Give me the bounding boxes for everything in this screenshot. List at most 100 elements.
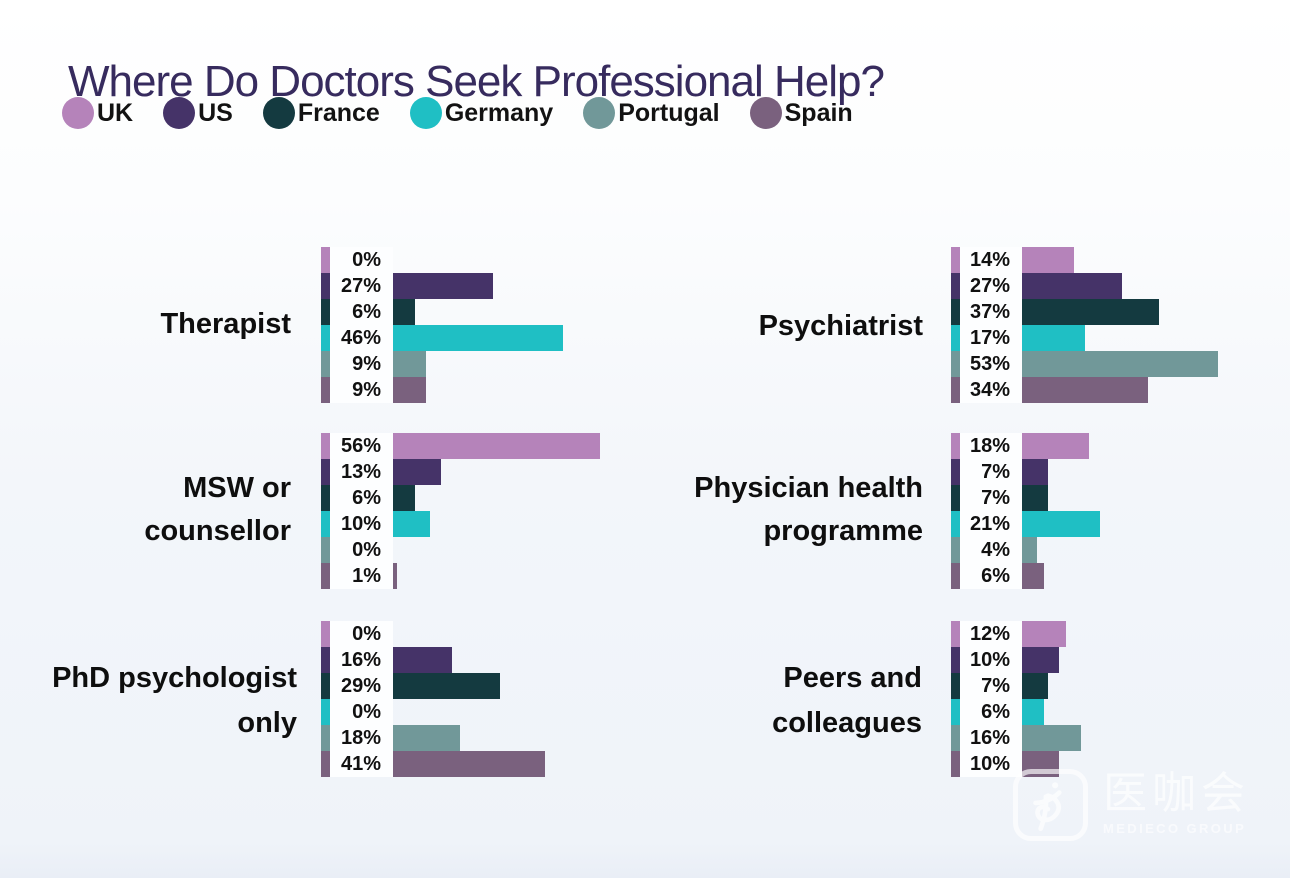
bar-group-physician-health-programme: 18% 7% 7% 21% 4% 6% <box>951 433 1100 589</box>
strip-segment-portugal <box>321 351 330 377</box>
bar-germany <box>393 325 564 351</box>
value-label-us: 27% <box>969 275 1010 297</box>
value-label-germany: 6% <box>981 701 1010 723</box>
bar-group-psychiatrist: 14% 27% 37% 17% 53% 34% <box>951 247 1219 403</box>
value-label-portugal: 9% <box>352 353 381 375</box>
strip-segment-france <box>321 485 330 511</box>
bar-portugal <box>1022 537 1037 563</box>
bar-row-us <box>393 647 545 673</box>
bar-us <box>393 459 442 485</box>
bar-row-spain <box>393 751 545 777</box>
bar-row-france <box>1022 673 1081 699</box>
strip-segment-us <box>321 647 330 673</box>
value-label-france: 7% <box>981 487 1010 509</box>
bar-row-spain <box>393 563 600 589</box>
bar-row-uk <box>393 433 601 459</box>
value-label-portugal: 18% <box>340 727 381 749</box>
bar-group-therapist: 0% 27% 6% 46% 9% 9% <box>321 247 564 403</box>
bar-row-portugal <box>1022 537 1100 563</box>
bar-row-spain <box>1022 377 1218 403</box>
bar-row-germany <box>393 511 600 537</box>
strip-segment-portugal <box>321 537 330 563</box>
bar-row-us <box>1022 273 1218 299</box>
value-label-column: 18% 7% 7% 21% 4% 6% <box>960 433 1022 589</box>
bar-row-us <box>393 273 563 299</box>
group-title-therapist: Therapist <box>160 303 291 346</box>
bar-france <box>1022 299 1159 325</box>
bar-group-peers-and-colleagues: 12% 10% 7% 6% 16% 10% <box>951 621 1082 777</box>
value-label-spain: 34% <box>969 379 1010 401</box>
watermark: 医咖会 MEDIECO GROUP <box>1013 769 1250 841</box>
value-label-column: 0% 16% 29% 0% 18% 41% <box>330 621 393 777</box>
bar-row-uk <box>393 621 545 647</box>
bar-spain <box>393 563 397 589</box>
bar-portugal <box>1022 725 1082 751</box>
legend-item-france: France <box>262 97 380 129</box>
value-label-us: 16% <box>340 649 381 671</box>
value-label-portugal: 0% <box>352 539 381 561</box>
value-label-column: 14% 27% 37% 17% 53% 34% <box>960 247 1022 403</box>
strip-segment-spain <box>321 377 330 403</box>
value-label-france: 7% <box>981 675 1010 697</box>
value-label-germany: 46% <box>340 327 381 349</box>
group-title-msw-or-counsellor: MSW or counsellor <box>144 467 291 553</box>
group-title-line: counsellor <box>144 515 291 547</box>
medieco-logo-icon <box>1013 769 1088 841</box>
bar-portugal <box>1022 351 1219 377</box>
strip-segment-uk <box>321 621 330 647</box>
legend-swatch-germany <box>409 97 442 129</box>
strip-segment-portugal <box>321 725 330 751</box>
bar-germany <box>1022 511 1100 537</box>
legend-label: Germany <box>444 98 554 127</box>
bar-row-germany <box>1022 699 1081 725</box>
bar-germany <box>1022 699 1045 725</box>
value-label-spain: 41% <box>340 753 381 775</box>
strip-segment-france <box>951 299 960 325</box>
strip-segment-us <box>951 647 960 673</box>
chart-title: Where Do Doctors Seek Professional Help? <box>68 57 885 107</box>
bar-row-uk <box>393 247 563 273</box>
strip-segment-uk <box>951 621 960 647</box>
value-label-spain: 6% <box>981 565 1010 587</box>
strip-segment-france <box>321 299 330 325</box>
bars-column <box>1022 621 1082 777</box>
group-title-line: Peers and <box>783 662 922 694</box>
value-label-germany: 21% <box>969 513 1010 535</box>
bar-row-france <box>1022 299 1218 325</box>
bar-row-france <box>1022 485 1100 511</box>
bar-uk <box>1022 433 1089 459</box>
bar-spain <box>1022 377 1148 403</box>
bar-row-germany <box>393 325 564 351</box>
strip-segment-spain <box>321 563 330 589</box>
group-title-phd-psychologist-only: PhD psychologist only <box>52 656 297 746</box>
value-label-spain: 9% <box>352 379 381 401</box>
value-label-uk: 14% <box>969 249 1010 271</box>
bar-group-phd-psychologist-only: 0% 16% 29% 0% 18% 41% <box>321 621 545 777</box>
bar-portugal <box>393 725 460 751</box>
group-title-peers-and-colleagues: Peers and colleagues <box>772 656 922 746</box>
group-title-line: Physician health <box>694 472 923 504</box>
value-label-column: 12% 10% 7% 6% 16% 10% <box>960 621 1022 777</box>
strip-segment-spain <box>951 377 960 403</box>
group-title-line: Therapist <box>160 308 291 340</box>
value-label-us: 7% <box>981 461 1010 483</box>
legend-item-uk: UK <box>62 97 133 129</box>
strip-segment-germany <box>321 511 330 537</box>
strip-segment-spain <box>951 563 960 589</box>
watermark-text-block: 医咖会 MEDIECO GROUP <box>1103 769 1250 841</box>
bar-row-portugal <box>1022 725 1082 751</box>
value-label-spain: 10% <box>969 753 1010 775</box>
series-color-strip <box>951 247 960 403</box>
strip-segment-portugal <box>951 351 960 377</box>
value-label-uk: 0% <box>352 623 381 645</box>
strip-segment-germany <box>321 699 330 725</box>
legend-label: Portugal <box>618 98 720 127</box>
bar-spain <box>393 751 545 777</box>
bar-row-france <box>393 299 563 325</box>
value-label-us: 27% <box>340 275 381 297</box>
strip-segment-portugal <box>951 537 960 563</box>
series-color-strip <box>321 433 330 589</box>
strip-segment-germany <box>951 511 960 537</box>
value-label-france: 37% <box>969 301 1010 323</box>
